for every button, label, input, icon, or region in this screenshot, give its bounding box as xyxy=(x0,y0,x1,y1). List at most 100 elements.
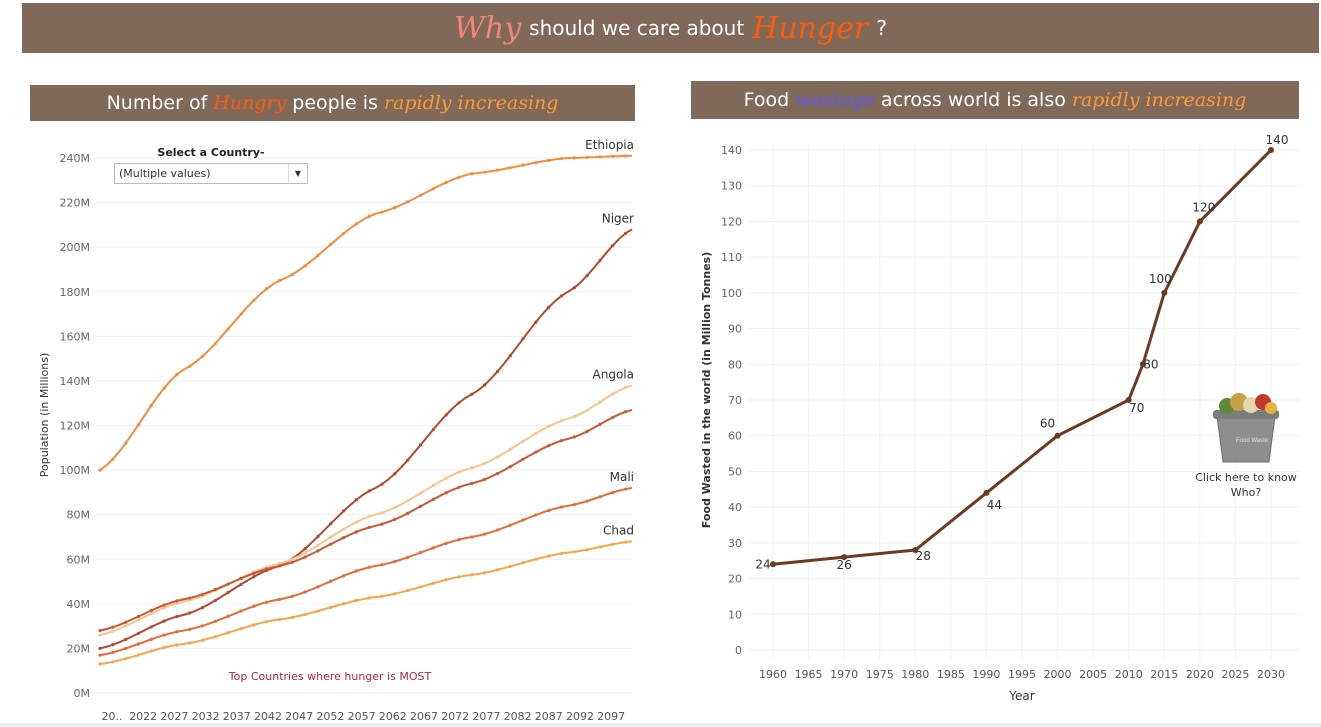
left-series-point xyxy=(521,561,525,565)
country-filter: Select a Country- (Multiple values) ▼ xyxy=(114,146,308,184)
left-series-point xyxy=(470,573,474,577)
left-series-point xyxy=(495,472,499,476)
left-series-point xyxy=(290,557,294,561)
left-series-point xyxy=(124,657,128,661)
left-series-point xyxy=(623,385,628,390)
right-y-tick-label: 70 xyxy=(728,394,742,407)
left-series-point xyxy=(508,166,512,170)
left-series-point xyxy=(470,535,474,539)
left-series-point xyxy=(559,551,564,556)
left-series-point xyxy=(534,557,538,561)
right-y-tick-label: 50 xyxy=(728,465,742,478)
left-x-tick-label: 2042 xyxy=(254,710,282,723)
left-series-point xyxy=(265,567,269,571)
right-x-tick-label: 2015 xyxy=(1150,668,1178,681)
left-series-point xyxy=(111,625,115,629)
left-series-point xyxy=(124,620,128,624)
left-series-point xyxy=(508,523,512,527)
left-x-tick-label: 2082 xyxy=(504,710,532,723)
left-series-point xyxy=(124,441,128,445)
left-series-point xyxy=(277,279,282,283)
food-waste-bin-link[interactable]: Food Waste Click here to know Who? xyxy=(1190,390,1302,500)
bin-caption-line1: Click here to know xyxy=(1195,471,1297,484)
left-y-tick-label: 160M xyxy=(60,330,91,343)
left-series-point xyxy=(188,627,192,631)
bottom-divider xyxy=(0,723,1321,727)
right-data-label: 100 xyxy=(1149,272,1172,286)
left-series-point xyxy=(316,253,320,258)
left-series-point xyxy=(547,305,551,309)
right-y-tick-label: 40 xyxy=(728,501,742,514)
left-y-axis-title: Population (in Millions) xyxy=(38,353,51,478)
right-y-tick-label: 110 xyxy=(721,251,742,264)
left-x-tick-label: 2077 xyxy=(472,710,500,723)
left-series-point xyxy=(290,560,294,564)
left-series-point xyxy=(200,592,205,596)
left-series-point xyxy=(277,562,282,566)
left-series-point xyxy=(623,231,628,235)
chevron-down-icon[interactable]: ▼ xyxy=(288,164,307,183)
left-series-point xyxy=(175,643,179,647)
left-series-point xyxy=(482,532,487,536)
left-series-point xyxy=(149,637,153,641)
left-series-point xyxy=(162,633,166,637)
right-y-tick-label: 20 xyxy=(728,573,742,586)
left-series-point xyxy=(418,585,423,589)
right-data-label: 140 xyxy=(1266,133,1289,147)
left-series-point xyxy=(341,231,346,236)
left-series-point xyxy=(572,503,576,507)
left-series-point xyxy=(508,564,512,569)
left-series-point xyxy=(136,631,141,635)
right-data-label: 26 xyxy=(837,558,852,572)
left-series-point xyxy=(495,168,499,172)
food-waste-bin-icon[interactable]: Food Waste xyxy=(1205,390,1287,466)
left-series-point xyxy=(200,354,205,358)
left-series-point xyxy=(213,635,217,639)
left-series-point xyxy=(431,581,435,585)
left-series-point xyxy=(495,528,499,532)
right-title-part4: is also xyxy=(1006,89,1066,111)
left-title-part4: rapidly increasing xyxy=(383,92,559,114)
left-series-point xyxy=(559,439,564,443)
country-filter-dropdown[interactable]: (Multiple values) ▼ xyxy=(114,163,308,184)
left-series-point xyxy=(393,472,397,476)
left-series-point xyxy=(380,511,384,515)
left-series-point xyxy=(406,458,410,462)
left-series-point xyxy=(623,487,628,491)
left-x-tick-label: 2067 xyxy=(410,710,438,723)
left-series-point xyxy=(111,457,115,461)
left-title-part1: Number of xyxy=(106,92,208,114)
left-series-point xyxy=(239,312,243,316)
left-series-point xyxy=(367,214,371,218)
left-y-tick-label: 100M xyxy=(60,464,91,477)
right-series-line xyxy=(772,148,1273,566)
left-series-point xyxy=(111,660,115,664)
country-filter-value: (Multiple values) xyxy=(119,167,211,180)
right-x-tick-label: 1970 xyxy=(830,668,858,681)
left-x-tick-label: 2032 xyxy=(192,710,220,723)
right-y-tick-label: 130 xyxy=(721,180,742,193)
left-series-point xyxy=(367,565,371,569)
right-data-label: 28 xyxy=(916,549,931,563)
bin-label: Food Waste xyxy=(1236,438,1269,444)
left-x-tick-label: 2047 xyxy=(285,710,313,723)
left-series-point xyxy=(149,611,153,616)
right-x-tick-label: 1985 xyxy=(937,668,965,681)
left-series-point xyxy=(341,536,346,540)
left-series-point xyxy=(354,530,358,534)
left-series-point xyxy=(598,155,602,159)
left-series-point xyxy=(162,386,166,390)
left-series-point xyxy=(213,619,217,623)
right-title-part1: Food xyxy=(743,89,790,111)
left-series-point xyxy=(136,423,141,427)
left-series-point xyxy=(98,662,102,666)
left-y-tick-label: 20M xyxy=(67,642,91,655)
bin-caption[interactable]: Click here to know Who? xyxy=(1190,470,1302,500)
left-series-point xyxy=(98,628,102,633)
left-series-point xyxy=(124,637,128,642)
right-x-tick-label: 1965 xyxy=(795,668,823,681)
left-series-point xyxy=(213,587,217,592)
left-series-point xyxy=(188,641,192,645)
right-x-tick-label: 1990 xyxy=(972,668,1000,681)
